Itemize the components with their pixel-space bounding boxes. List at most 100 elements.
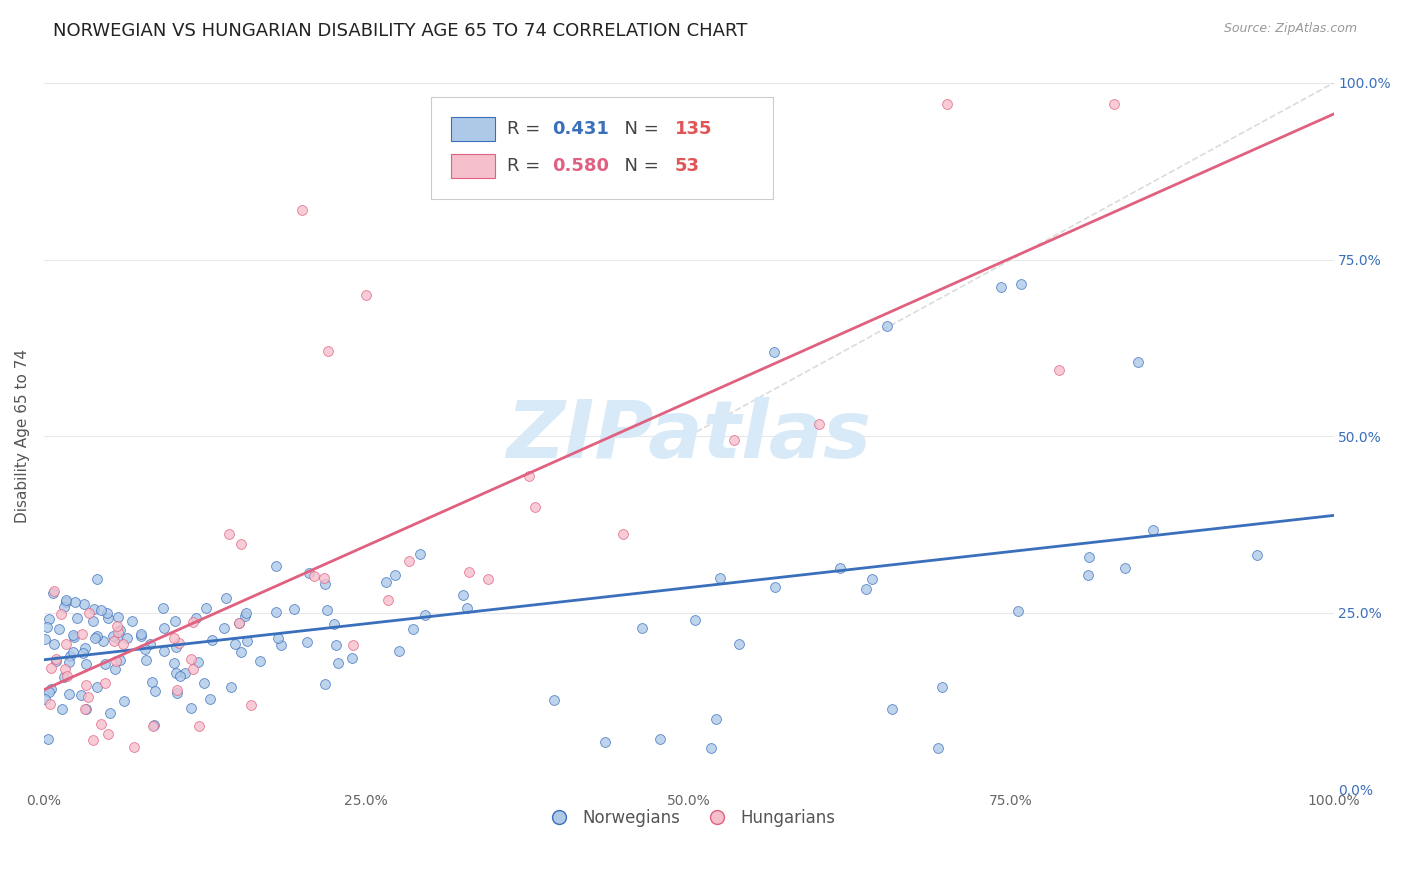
Point — [45, 654, 67, 668]
Point — [165, 640, 187, 654]
Point — [134, 642, 156, 657]
Point — [108, 653, 131, 667]
Point — [83, 602, 105, 616]
Point — [184, 611, 207, 625]
Point — [162, 631, 184, 645]
Point — [1246, 548, 1268, 562]
Point — [142, 719, 165, 733]
Point — [34, 692, 56, 706]
Point — [235, 606, 257, 620]
Point — [93, 676, 115, 690]
Point — [683, 613, 706, 627]
Point — [77, 606, 100, 620]
Point — [398, 554, 420, 568]
Point — [39, 698, 62, 712]
Point — [51, 702, 73, 716]
Point — [543, 692, 565, 706]
Text: NORWEGIAN VS HUNGARIAN DISABILITY AGE 65 TO 74 CORRELATION CHART: NORWEGIAN VS HUNGARIAN DISABILITY AGE 65… — [53, 22, 748, 40]
Point — [76, 690, 98, 705]
Point — [166, 686, 188, 700]
Point — [198, 691, 221, 706]
Point — [42, 585, 65, 599]
Point — [927, 741, 949, 756]
Legend: Norwegians, Hungarians: Norwegians, Hungarians — [536, 803, 842, 834]
Point — [167, 636, 190, 650]
Point — [249, 654, 271, 668]
Point — [173, 665, 195, 680]
Point — [153, 644, 176, 658]
Point — [101, 629, 124, 643]
Point — [55, 637, 77, 651]
Point — [48, 622, 70, 636]
Text: 0.431: 0.431 — [553, 120, 609, 138]
Point — [65, 611, 87, 625]
Point — [291, 203, 314, 218]
Point — [38, 685, 60, 699]
Point — [82, 614, 104, 628]
Point — [1126, 355, 1149, 369]
Point — [224, 637, 246, 651]
Point — [763, 580, 786, 594]
Point — [519, 468, 541, 483]
Point — [409, 547, 432, 561]
Point — [83, 632, 105, 646]
Point — [49, 607, 72, 621]
Text: R =: R = — [508, 157, 546, 176]
Point — [90, 717, 112, 731]
Point — [374, 574, 396, 589]
Point — [69, 688, 91, 702]
Point — [107, 610, 129, 624]
Point — [86, 680, 108, 694]
Point — [1104, 97, 1126, 112]
Point — [855, 582, 877, 596]
Point — [302, 569, 325, 583]
FancyBboxPatch shape — [430, 97, 772, 200]
Point — [181, 615, 204, 629]
Point — [181, 662, 204, 676]
Point — [55, 595, 77, 609]
Point — [212, 621, 235, 635]
Point — [135, 653, 157, 667]
Point — [58, 655, 80, 669]
Point — [97, 727, 120, 741]
Point — [229, 645, 252, 659]
Point — [342, 638, 364, 652]
Point — [138, 637, 160, 651]
Point — [1114, 560, 1136, 574]
Point — [384, 567, 406, 582]
Point — [931, 680, 953, 694]
Point — [457, 566, 479, 580]
Point — [935, 97, 957, 112]
Point — [143, 718, 166, 732]
Text: 135: 135 — [675, 120, 711, 138]
Point — [1142, 523, 1164, 537]
Point — [630, 621, 652, 635]
Point — [163, 657, 186, 671]
Point — [762, 345, 785, 359]
Point — [235, 634, 257, 648]
Point — [316, 344, 339, 359]
Point — [727, 637, 749, 651]
Point — [45, 652, 67, 666]
Point — [218, 527, 240, 541]
Point — [650, 731, 672, 746]
Point — [53, 600, 76, 615]
Point — [38, 612, 60, 626]
Point — [322, 617, 344, 632]
Point — [723, 433, 745, 447]
Text: N =: N = — [613, 120, 664, 138]
Point — [62, 628, 84, 642]
Text: N =: N = — [613, 157, 664, 176]
Point — [193, 676, 215, 690]
Point — [129, 627, 152, 641]
Point — [264, 605, 287, 619]
Point — [451, 588, 474, 602]
Point — [90, 603, 112, 617]
Point — [402, 623, 425, 637]
Point — [264, 558, 287, 573]
Point — [104, 654, 127, 668]
Point — [413, 608, 436, 623]
Point — [314, 677, 336, 691]
Point — [356, 288, 378, 302]
Point — [593, 735, 616, 749]
